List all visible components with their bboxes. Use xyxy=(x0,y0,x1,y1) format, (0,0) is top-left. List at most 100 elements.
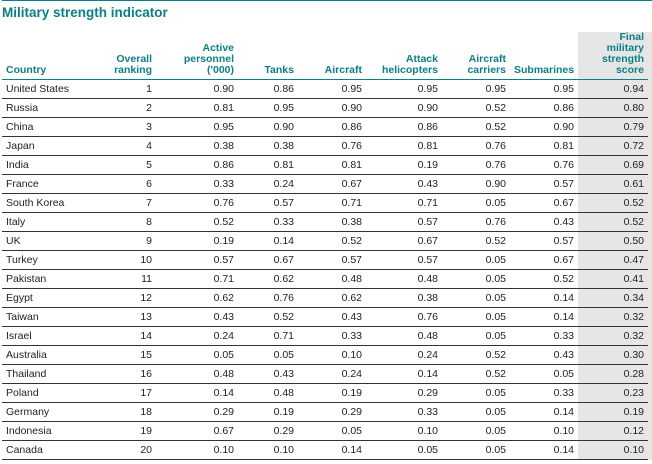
cell-tanks: 0.48 xyxy=(238,383,298,403)
cell-tanks: 0.81 xyxy=(238,155,298,175)
cell-attack-helicopters: 0.90 xyxy=(366,98,442,118)
table-row: France 6 0.33 0.24 0.67 0.43 0.90 0.57 0.61 xyxy=(2,174,648,194)
cell-tanks: 0.19 xyxy=(238,402,298,422)
cell-final-score: 0.47 xyxy=(578,250,648,270)
cell-aircraft: 0.86 xyxy=(298,117,366,137)
cell-submarines: 0.14 xyxy=(510,440,578,460)
table-row: Egypt 12 0.62 0.76 0.62 0.38 0.05 0.14 0.34 xyxy=(2,288,648,308)
cell-aircraft: 0.81 xyxy=(298,155,366,175)
cell-overall-ranking: 3 xyxy=(98,117,156,137)
table-title: Military strength indicator xyxy=(2,5,168,20)
cell-overall-ranking: 20 xyxy=(98,440,156,460)
cell-country: Thailand xyxy=(2,364,98,384)
table-row: Japan 4 0.38 0.38 0.76 0.81 0.76 0.81 0.72 xyxy=(2,136,648,156)
cell-submarines: 0.14 xyxy=(510,288,578,308)
cell-final-score: 0.19 xyxy=(578,402,648,422)
cell-attack-helicopters: 0.71 xyxy=(366,193,442,213)
cell-final-score: 0.12 xyxy=(578,421,648,441)
cell-submarines: 0.52 xyxy=(510,269,578,289)
cell-attack-helicopters: 0.86 xyxy=(366,117,442,137)
cell-overall-ranking: 1 xyxy=(98,79,156,99)
cell-tanks: 0.62 xyxy=(238,269,298,289)
table-body: United States 1 0.90 0.86 0.95 0.95 0.95 0.95 0.… xyxy=(2,79,648,460)
cell-aircraft: 0.43 xyxy=(298,307,366,327)
table-row: Canada 20 0.10 0.10 0.14 0.05 0.05 0.14 0.10 xyxy=(2,440,648,460)
cell-country: Germany xyxy=(2,402,98,422)
cell-active-personnel: 0.76 xyxy=(156,193,238,213)
cell-aircraft-carriers: 0.76 xyxy=(442,136,510,156)
cell-aircraft-carriers: 0.90 xyxy=(442,174,510,194)
cell-attack-helicopters: 0.67 xyxy=(366,231,442,251)
cell-attack-helicopters: 0.24 xyxy=(366,345,442,365)
cell-attack-helicopters: 0.14 xyxy=(366,364,442,384)
table-row: United States 1 0.90 0.86 0.95 0.95 0.95 0.95 0.… xyxy=(2,79,648,99)
cell-aircraft: 0.10 xyxy=(298,345,366,365)
cell-tanks: 0.24 xyxy=(238,174,298,194)
cell-active-personnel: 0.90 xyxy=(156,79,238,99)
cell-aircraft: 0.48 xyxy=(298,269,366,289)
column-header-submarines: Submarines xyxy=(510,32,578,80)
cell-final-score: 0.52 xyxy=(578,193,648,213)
table-row: Indonesia 19 0.67 0.29 0.05 0.10 0.05 0.10 0.12 xyxy=(2,421,648,441)
cell-final-score: 0.61 xyxy=(578,174,648,194)
cell-active-personnel: 0.95 xyxy=(156,117,238,137)
cell-aircraft-carriers: 0.05 xyxy=(442,307,510,327)
cell-country: Turkey xyxy=(2,250,98,270)
cell-tanks: 0.38 xyxy=(238,136,298,156)
cell-active-personnel: 0.86 xyxy=(156,155,238,175)
header-row: Country Overall ranking Active personnel ('00… xyxy=(2,32,648,80)
cell-country: Russia xyxy=(2,98,98,118)
cell-active-personnel: 0.19 xyxy=(156,231,238,251)
cell-tanks: 0.14 xyxy=(238,231,298,251)
table-row: Australia 15 0.05 0.05 0.10 0.24 0.52 0.43 0.30 xyxy=(2,345,648,365)
column-header-country: Country xyxy=(2,32,98,80)
cell-attack-helicopters: 0.38 xyxy=(366,288,442,308)
cell-attack-helicopters: 0.29 xyxy=(366,383,442,403)
cell-attack-helicopters: 0.19 xyxy=(366,155,442,175)
cell-attack-helicopters: 0.95 xyxy=(366,79,442,99)
cell-final-score: 0.10 xyxy=(578,440,648,460)
cell-final-score: 0.50 xyxy=(578,231,648,251)
cell-submarines: 0.67 xyxy=(510,193,578,213)
cell-final-score: 0.34 xyxy=(578,288,648,308)
cell-submarines: 0.57 xyxy=(510,174,578,194)
cell-active-personnel: 0.52 xyxy=(156,212,238,232)
top-rule xyxy=(2,0,652,1)
cell-aircraft: 0.62 xyxy=(298,288,366,308)
cell-overall-ranking: 11 xyxy=(98,269,156,289)
cell-aircraft: 0.67 xyxy=(298,174,366,194)
cell-submarines: 0.10 xyxy=(510,421,578,441)
cell-tanks: 0.67 xyxy=(238,250,298,270)
cell-country: Pakistan xyxy=(2,269,98,289)
cell-submarines: 0.43 xyxy=(510,212,578,232)
cell-overall-ranking: 12 xyxy=(98,288,156,308)
cell-attack-helicopters: 0.43 xyxy=(366,174,442,194)
cell-aircraft-carriers: 0.52 xyxy=(442,231,510,251)
cell-tanks: 0.95 xyxy=(238,98,298,118)
cell-aircraft: 0.14 xyxy=(298,440,366,460)
table-row: Italy 8 0.52 0.33 0.38 0.57 0.76 0.43 0.52 xyxy=(2,212,648,232)
cell-tanks: 0.05 xyxy=(238,345,298,365)
column-header-aircraft: Aircraft xyxy=(298,32,366,80)
cell-aircraft-carriers: 0.52 xyxy=(442,364,510,384)
cell-active-personnel: 0.10 xyxy=(156,440,238,460)
cell-aircraft-carriers: 0.05 xyxy=(442,193,510,213)
cell-overall-ranking: 18 xyxy=(98,402,156,422)
cell-aircraft: 0.05 xyxy=(298,421,366,441)
cell-active-personnel: 0.33 xyxy=(156,174,238,194)
cell-aircraft: 0.19 xyxy=(298,383,366,403)
cell-country: United States xyxy=(2,79,98,99)
cell-aircraft-carriers: 0.52 xyxy=(442,98,510,118)
cell-attack-helicopters: 0.76 xyxy=(366,307,442,327)
cell-tanks: 0.71 xyxy=(238,326,298,346)
cell-country: Australia xyxy=(2,345,98,365)
cell-country: France xyxy=(2,174,98,194)
cell-active-personnel: 0.67 xyxy=(156,421,238,441)
cell-submarines: 0.86 xyxy=(510,98,578,118)
cell-country: Italy xyxy=(2,212,98,232)
cell-country: Taiwan xyxy=(2,307,98,327)
cell-overall-ranking: 9 xyxy=(98,231,156,251)
cell-final-score: 0.79 xyxy=(578,117,648,137)
cell-aircraft-carriers: 0.05 xyxy=(442,383,510,403)
cell-tanks: 0.57 xyxy=(238,193,298,213)
